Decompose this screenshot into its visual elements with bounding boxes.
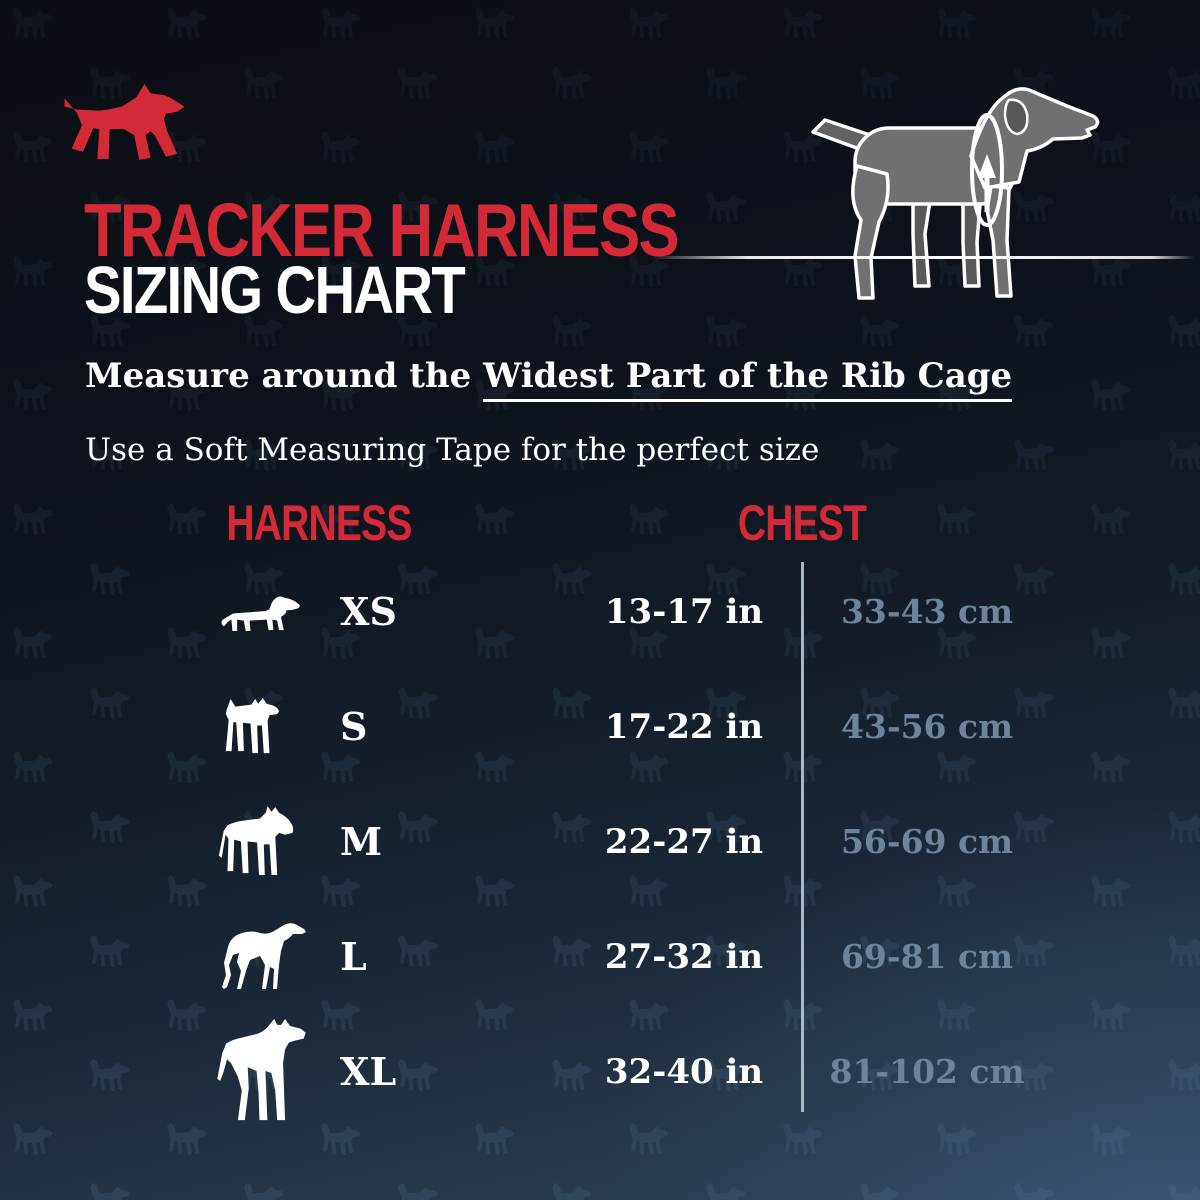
chest-cm-value: 69-81 cm — [840, 937, 1014, 976]
great-dane-icon — [214, 1018, 307, 1126]
chest-cm-value: 43-56 cm — [840, 707, 1014, 746]
dachshund-icon — [220, 590, 300, 634]
measuring-dog-illustration — [795, 70, 1135, 310]
poster-title-line2: SIZING CHART — [84, 253, 466, 328]
size-label: XS — [340, 589, 397, 634]
dog-near-front-leg — [985, 184, 1013, 298]
ground-line — [650, 256, 1195, 259]
breed-icon-cell — [195, 899, 325, 1014]
chest-inches-value: 17-22 in — [604, 706, 764, 747]
size-label: L — [340, 934, 367, 979]
chest-cm-value: 33-43 cm — [840, 592, 1014, 631]
chest-column-header: CHEST — [737, 495, 867, 551]
up-arrow-icon — [978, 154, 996, 178]
red-dog-logo — [64, 84, 185, 160]
size-row: XL 32-40 in 81-102 cm — [0, 1014, 1200, 1129]
size-row: M 22-27 in 56-69 cm — [0, 784, 1200, 899]
size-label: S — [340, 704, 368, 749]
size-row: S 17-22 in 43-56 cm — [0, 669, 1200, 784]
harness-column-header: HARNESS — [226, 495, 412, 551]
poster-title-line1: TRACKER HARNESS — [84, 188, 679, 272]
breed-icon-cell — [195, 1014, 325, 1129]
chest-inches-value: 13-17 in — [604, 591, 764, 632]
column-divider — [801, 562, 804, 1112]
size-label: M — [340, 819, 383, 864]
chest-cm-value: 81-102 cm — [829, 1052, 1025, 1091]
measuring-band-icon — [970, 113, 1004, 227]
dog-ear — [1003, 98, 1029, 136]
underlined-phrase: Widest Part of the Rib Cage — [483, 356, 1013, 402]
chest-inches-value: 22-27 in — [604, 821, 764, 862]
chest-inches-value: 32-40 in — [604, 1051, 764, 1092]
measure-instruction: Measure around the Widest Part of the Ri… — [85, 356, 1013, 402]
breed-icon-cell — [195, 554, 325, 669]
pitbull-icon — [223, 696, 297, 757]
greyhound-icon — [214, 921, 306, 993]
breed-icon-cell — [195, 784, 325, 899]
size-label: XL — [340, 1049, 397, 1094]
chest-inches-value: 27-32 in — [604, 936, 764, 977]
chest-cm-value: 56-69 cm — [840, 822, 1014, 861]
bull-terrier-icon — [216, 804, 304, 879]
size-table: XS 13-17 in 33-43 cm S 17-22 in 43-56 cm… — [0, 554, 1200, 1129]
instruction-prefix: Measure around the — [85, 356, 484, 396]
size-row: L 27-32 in 69-81 cm — [0, 899, 1200, 1014]
dog-near-rear-leg — [851, 164, 890, 300]
size-row: XS 13-17 in 33-43 cm — [0, 554, 1200, 669]
breed-icon-cell — [195, 669, 325, 784]
tape-instruction: Use a Soft Measuring Tape for the perfec… — [85, 432, 820, 468]
